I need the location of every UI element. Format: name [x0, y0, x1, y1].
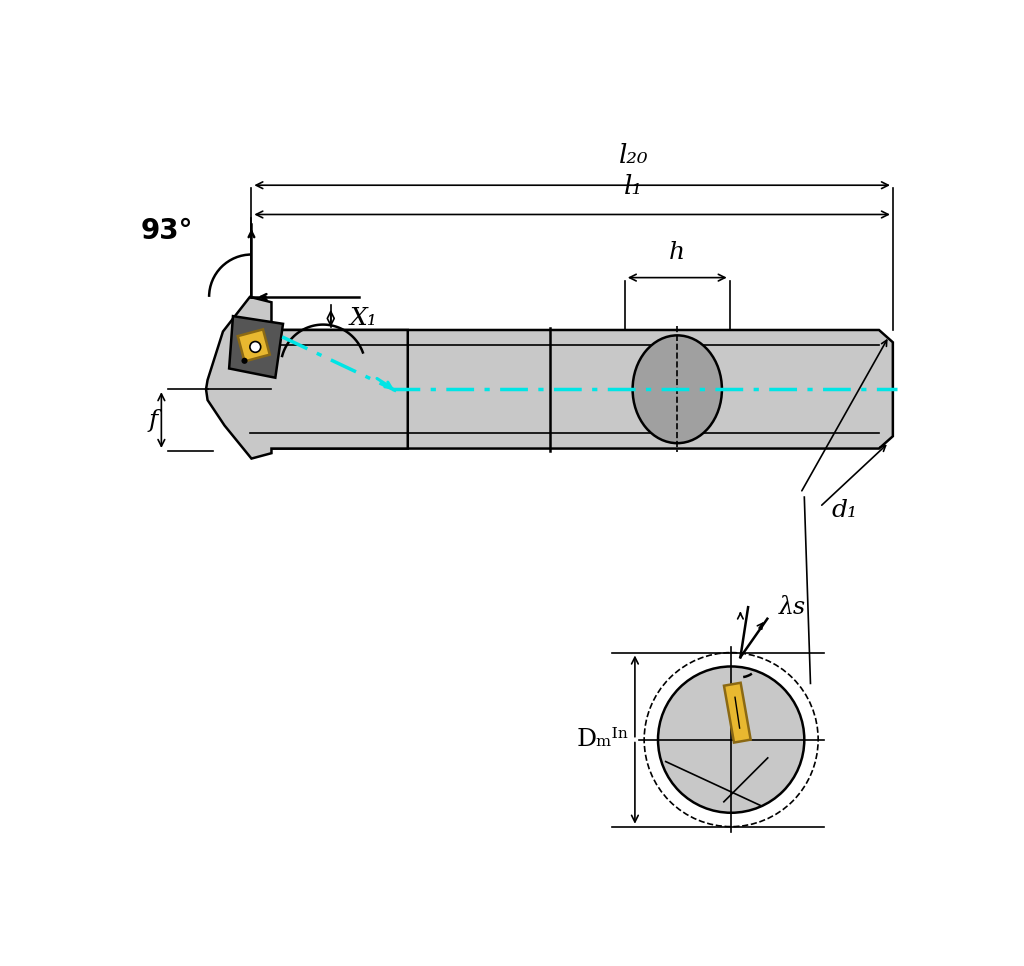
- Ellipse shape: [633, 335, 722, 443]
- Circle shape: [250, 342, 261, 353]
- Text: λs: λs: [779, 596, 806, 618]
- Text: l₂₀: l₂₀: [618, 143, 648, 168]
- Polygon shape: [229, 316, 283, 378]
- Text: f: f: [150, 409, 159, 432]
- Text: l₁: l₁: [625, 174, 643, 199]
- Polygon shape: [206, 297, 408, 459]
- Circle shape: [658, 667, 804, 812]
- Polygon shape: [724, 683, 751, 743]
- Polygon shape: [238, 329, 269, 361]
- Text: d₁: d₁: [831, 498, 857, 522]
- Polygon shape: [250, 330, 893, 448]
- Text: h: h: [670, 241, 685, 264]
- Text: Dₘᴵⁿ: Dₘᴵⁿ: [577, 728, 629, 752]
- Text: X₁: X₁: [350, 307, 378, 330]
- Circle shape: [242, 357, 248, 364]
- Text: 93°: 93°: [140, 217, 193, 245]
